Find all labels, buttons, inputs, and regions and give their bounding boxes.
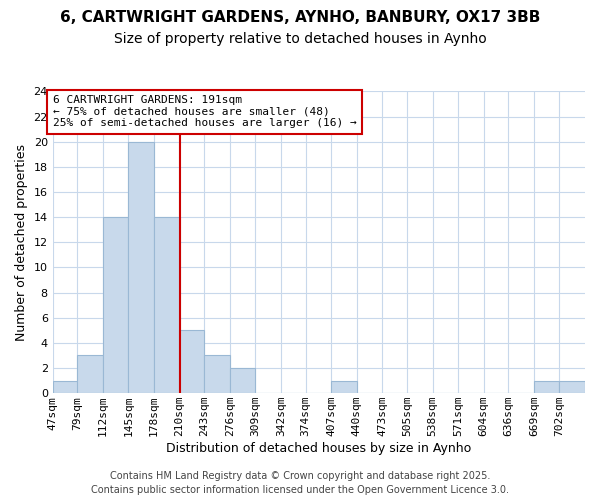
Bar [128, 142, 154, 393]
Bar [230, 368, 256, 393]
Text: 6, CARTWRIGHT GARDENS, AYNHO, BANBURY, OX17 3BB: 6, CARTWRIGHT GARDENS, AYNHO, BANBURY, O… [60, 10, 540, 25]
Bar [205, 356, 230, 393]
Y-axis label: Number of detached properties: Number of detached properties [15, 144, 28, 341]
Bar [559, 380, 585, 393]
Bar [534, 380, 559, 393]
Bar [103, 217, 128, 393]
Text: 6 CARTWRIGHT GARDENS: 191sqm
← 75% of detached houses are smaller (48)
25% of se: 6 CARTWRIGHT GARDENS: 191sqm ← 75% of de… [53, 96, 356, 128]
Text: Contains HM Land Registry data © Crown copyright and database right 2025.
Contai: Contains HM Land Registry data © Crown c… [91, 471, 509, 495]
X-axis label: Distribution of detached houses by size in Aynho: Distribution of detached houses by size … [166, 442, 472, 455]
Bar [179, 330, 205, 393]
Bar [77, 356, 103, 393]
Bar [331, 380, 357, 393]
Text: Size of property relative to detached houses in Aynho: Size of property relative to detached ho… [113, 32, 487, 46]
Bar [154, 217, 179, 393]
Bar [53, 380, 78, 393]
